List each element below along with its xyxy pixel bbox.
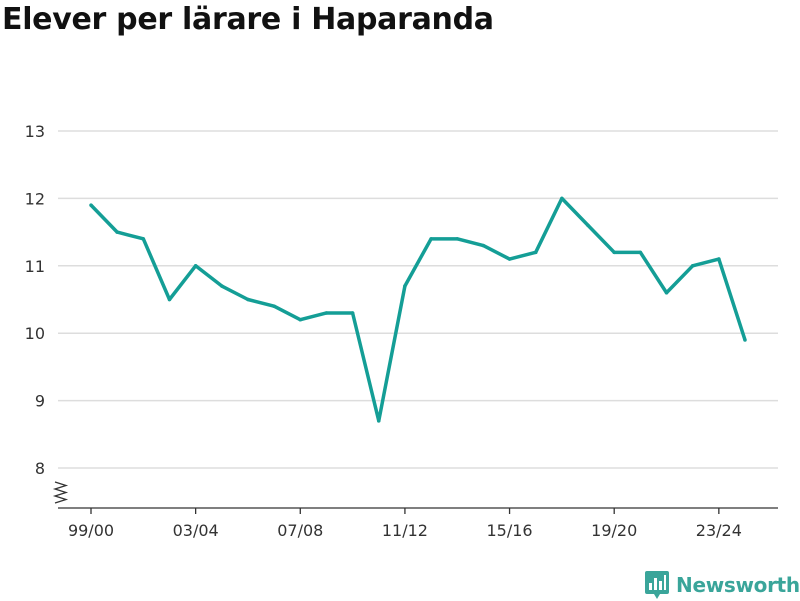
data-point-19-20 (612, 250, 616, 255)
data-point-16-17 (533, 250, 538, 255)
data-point-13-14 (455, 237, 459, 241)
newsworthy-logo: Newsworthy (644, 569, 800, 601)
x-tick-label: 19/20 (591, 521, 637, 540)
data-point-23-24 (717, 257, 721, 261)
data-point-09-10 (350, 311, 355, 315)
y-tick-label: 10 (25, 324, 45, 343)
data-point-17-18 (560, 196, 564, 201)
data-point-21-22 (664, 291, 669, 295)
x-tick-label: 11/12 (382, 521, 428, 540)
data-point-04-05 (220, 284, 224, 288)
bar-chart-icon (645, 571, 669, 599)
y-tick-label: 13 (25, 122, 45, 141)
data-point-12-13 (429, 237, 433, 241)
data-point-24-25 (743, 338, 747, 342)
series-line (89, 196, 747, 423)
y-tick-label: 9 (35, 392, 45, 411)
x-tick-label: 23/24 (696, 521, 742, 540)
data-point-20-21 (638, 250, 643, 255)
x-axis (52, 481, 778, 514)
brand-name: Newsworthy (676, 573, 800, 597)
series (89, 196, 747, 423)
axis-break-icon (52, 481, 69, 504)
data-point-22-23 (690, 264, 695, 268)
data-point-11-12 (403, 284, 407, 288)
y-tick-label: 8 (35, 459, 45, 478)
x-tick-label: 07/08 (277, 521, 323, 540)
data-point-15-16 (507, 257, 512, 261)
data-point-05-06 (246, 297, 250, 302)
grid-lines (58, 130, 778, 469)
y-tick-labels: 8 9 10 11 12 13 (25, 122, 45, 478)
data-point-02-03 (167, 297, 172, 302)
x-tick-label: 15/16 (487, 521, 533, 540)
data-point-07-08 (298, 317, 303, 322)
data-point-99-00 (89, 203, 93, 207)
data-point-03-04 (193, 264, 198, 268)
data-point-00-01 (115, 230, 119, 234)
data-point-14-15 (481, 243, 486, 248)
chart-title: Elever per lärare i Haparanda (2, 2, 494, 37)
x-tick-labels: 99/00 03/04 07/08 11/12 15/16 19/20 23/24 (68, 521, 742, 540)
data-point-06-07 (272, 304, 276, 308)
data-point-08-09 (324, 311, 329, 315)
data-point-18-19 (586, 223, 590, 228)
data-point-10-11 (377, 419, 381, 423)
x-tick-label: 03/04 (173, 521, 219, 540)
x-tick-label: 99/00 (68, 521, 114, 540)
y-tick-label: 12 (25, 189, 45, 208)
y-tick-label: 11 (25, 257, 45, 276)
data-point-01-02 (141, 237, 146, 241)
